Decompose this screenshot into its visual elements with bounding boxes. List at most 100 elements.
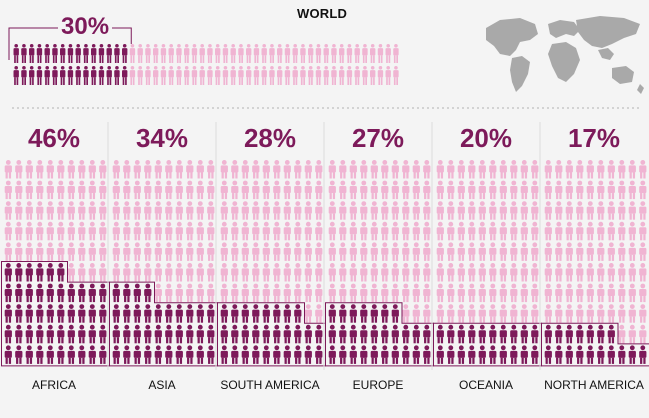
person-icon: [447, 180, 455, 200]
world-pictogram: [13, 44, 399, 85]
person-icon: [423, 180, 431, 200]
person-icon: [520, 160, 528, 179]
person-icon: [133, 263, 141, 282]
person-icon: [499, 221, 507, 241]
person-icon: [154, 201, 162, 220]
person-icon: [323, 66, 329, 85]
person-icon: [628, 180, 636, 200]
person-icon: [252, 324, 260, 344]
person-icon: [165, 221, 173, 241]
person-icon: [165, 263, 173, 282]
person-icon: [114, 44, 120, 63]
person-icon: [586, 345, 594, 364]
person-icon: [220, 263, 228, 282]
person-icon: [576, 304, 584, 323]
person-icon: [175, 263, 183, 282]
person-icon: [499, 180, 507, 200]
person-icon: [199, 66, 205, 85]
person-icon: [489, 160, 497, 179]
person-icon: [436, 324, 444, 344]
person-icon: [349, 263, 357, 282]
person-icon: [489, 201, 497, 220]
person-icon: [241, 345, 249, 364]
person-icon: [370, 160, 378, 179]
person-icon: [370, 242, 378, 261]
person-icon: [277, 44, 283, 63]
person-icon: [231, 263, 239, 282]
person-icon: [25, 242, 33, 261]
person-icon: [262, 324, 270, 344]
person-icon: [328, 242, 336, 261]
person-icon: [123, 180, 131, 200]
person-icon: [520, 242, 528, 261]
person-icon: [499, 160, 507, 179]
person-icon: [436, 283, 444, 303]
person-icon: [4, 180, 12, 200]
person-icon: [339, 221, 347, 241]
person-icon: [339, 324, 347, 344]
person-icon: [544, 283, 552, 303]
person-icon: [13, 44, 19, 63]
person-icon: [137, 66, 143, 85]
person-icon: [112, 242, 120, 261]
person-icon: [544, 221, 552, 241]
person-icon: [628, 221, 636, 241]
person-icon: [46, 283, 54, 303]
person-icon: [639, 324, 647, 344]
person-icon: [13, 66, 19, 85]
region-label: ASIA: [148, 378, 176, 392]
person-icon: [555, 283, 563, 303]
person-icon: [231, 180, 239, 200]
person-icon: [370, 263, 378, 282]
person-icon: [273, 201, 281, 220]
person-icon: [328, 221, 336, 241]
person-icon: [67, 66, 74, 85]
person-icon: [252, 345, 260, 364]
person-icon: [349, 345, 357, 364]
person-icon: [78, 201, 86, 220]
person-icon: [381, 324, 389, 344]
person-icon: [391, 283, 399, 303]
person-icon: [44, 44, 50, 63]
person-icon: [294, 201, 302, 220]
person-icon: [370, 221, 378, 241]
person-icon: [252, 180, 260, 200]
person-icon: [283, 283, 291, 303]
person-icon: [112, 180, 120, 200]
person-icon: [391, 324, 399, 344]
person-icon: [489, 263, 497, 282]
person-icon: [273, 180, 281, 200]
person-icon: [252, 160, 260, 179]
person-icon: [252, 304, 260, 323]
person-icon: [123, 345, 131, 364]
person-icon: [262, 283, 270, 303]
person-icon: [123, 201, 131, 220]
person-icon: [339, 242, 347, 261]
person-icon: [607, 283, 615, 303]
world-highlight-bracket: [8, 27, 132, 60]
person-icon: [241, 304, 249, 323]
person-icon: [207, 180, 215, 200]
person-icon: [231, 201, 239, 220]
person-icon: [112, 160, 120, 179]
person-icon: [308, 44, 314, 63]
person-icon: [360, 242, 368, 261]
person-icon: [36, 263, 44, 282]
person-icon: [252, 283, 260, 303]
person-icon: [402, 160, 410, 179]
person-icon: [370, 304, 378, 323]
person-icon: [315, 283, 323, 303]
person-icon: [618, 201, 626, 220]
person-icon: [339, 345, 347, 364]
person-icon: [555, 345, 563, 364]
person-icon: [241, 221, 249, 241]
person-icon: [283, 221, 291, 241]
person-icon: [499, 201, 507, 220]
person-icon: [283, 201, 291, 220]
person-icon: [531, 201, 539, 220]
person-icon: [99, 324, 107, 344]
person-icon: [165, 345, 173, 364]
person-icon: [144, 304, 152, 323]
